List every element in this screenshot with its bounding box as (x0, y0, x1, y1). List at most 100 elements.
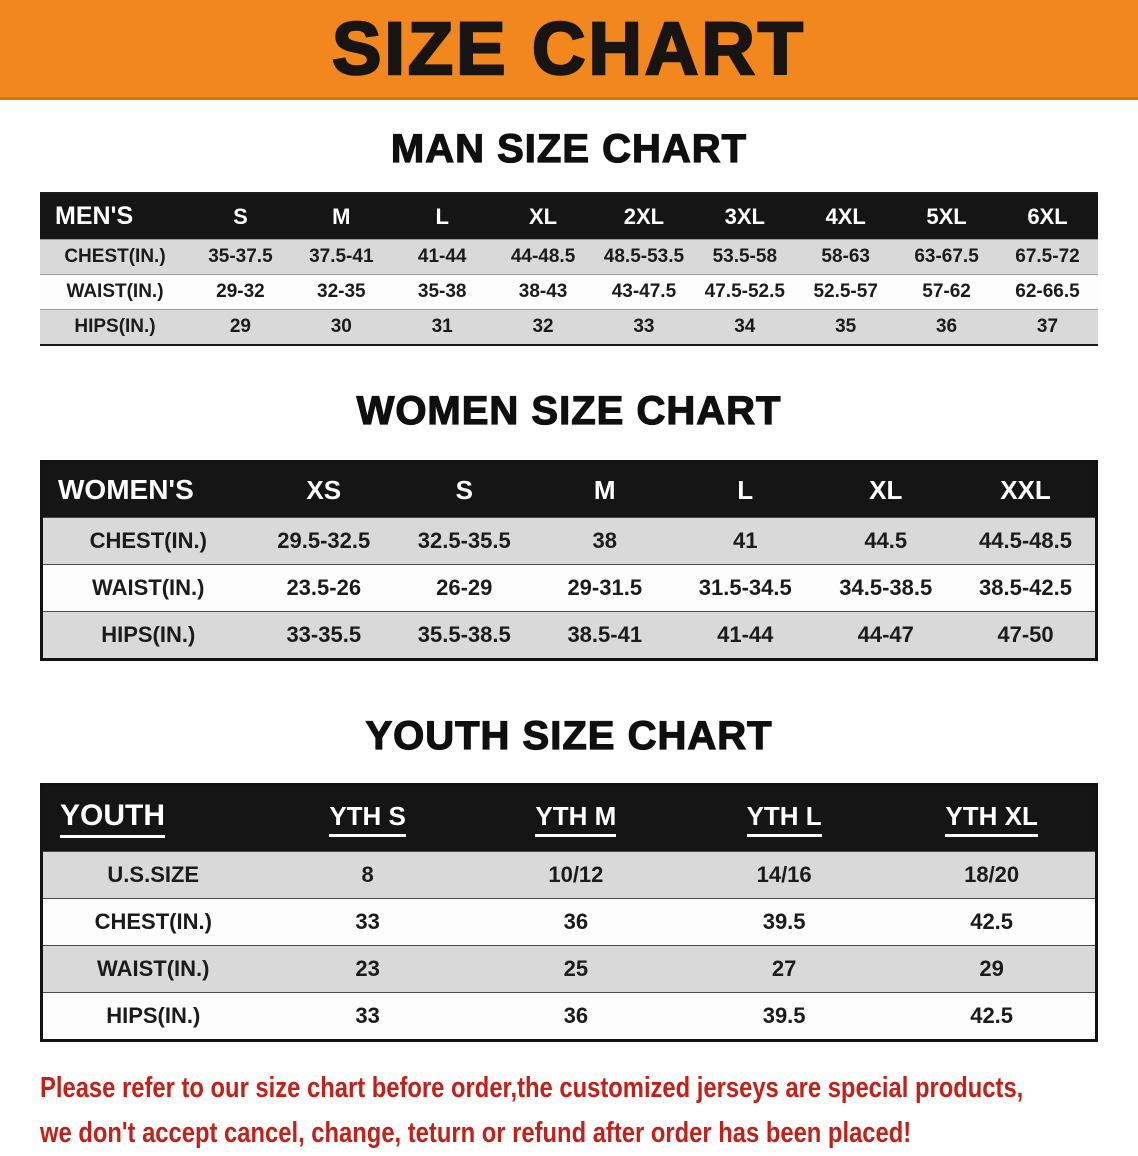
size-cell: 35-38 (417, 281, 467, 302)
youth-corner-label-text: YOUTH (60, 799, 165, 838)
men-col-header-s: S (190, 193, 291, 240)
women-col-header-m: M (534, 461, 675, 518)
row-label: WAIST(IN.) (92, 575, 205, 600)
women-size-table: WOMEN'S XS S M L XL XXL CHEST(IN.) 29.5-… (40, 460, 1098, 661)
youth-waist-row: WAIST(IN.) 23 25 27 29 (41, 945, 1097, 993)
youth-hips-row: HIPS(IN.) 33 36 39.5 42.5 (41, 992, 1097, 1041)
size-cell: 36 (935, 316, 958, 337)
size-cell: 8 (361, 862, 374, 887)
size-cell: 26-29 (436, 575, 493, 600)
size-cell: 33 (355, 1003, 380, 1028)
men-col-header-5xl: 5XL (896, 193, 997, 240)
size-cell: 36 (563, 1003, 589, 1028)
youth-size-table: YOUTH YTH S YTH M YTH L YTH XL U.S.SIZE … (40, 783, 1098, 1042)
row-label: U.S.SIZE (107, 862, 200, 887)
size-cell: 44.5-48.5 (979, 528, 1072, 553)
row-label: CHEST(IN.) (89, 528, 207, 553)
size-cell: 35-37.5 (208, 246, 273, 267)
size-cell: 47.5-52.5 (704, 281, 785, 302)
size-cell: 33 (633, 316, 655, 337)
size-cell: 18/20 (964, 862, 1020, 887)
size-cell: 35.5-38.5 (417, 622, 511, 647)
size-cell: 41 (733, 528, 758, 553)
size-cell: 32.5-35.5 (417, 528, 511, 553)
size-cell: 31 (431, 316, 453, 337)
row-label: HIPS(IN.) (74, 316, 156, 337)
women-col-header-xxl: XXL (956, 461, 1097, 518)
women-header-row: WOMEN'S XS S M L XL XXL (41, 461, 1097, 518)
men-hips-row: HIPS(IN.) 29 30 31 32 33 34 35 36 37 (40, 309, 1098, 345)
youth-col-header-s-text: YTH S (329, 801, 406, 837)
women-waist-row: WAIST(IN.) 23.5-26 26-29 29-31.5 31.5-34… (41, 564, 1097, 612)
row-label: HIPS(IN.) (101, 622, 196, 647)
size-cell: 41-44 (717, 622, 774, 647)
youth-col-header-m-text: YTH M (535, 801, 617, 837)
women-corner-label: WOMEN'S (41, 461, 254, 518)
size-cell: 33 (355, 909, 380, 934)
size-cell: 32 (532, 316, 554, 337)
men-col-header-xl: XL (492, 193, 594, 240)
youth-header-row: YOUTH YTH S YTH M YTH L YTH XL (41, 784, 1097, 852)
women-col-header-l: L (675, 461, 816, 518)
youth-section-heading: YOUTH SIZE CHART (365, 713, 773, 758)
size-cell: 34 (734, 316, 756, 337)
men-chest-row: CHEST(IN.) 35-37.5 37.5-41 41-44 44-48.5… (40, 239, 1098, 275)
row-label: WAIST(IN.) (66, 281, 164, 302)
size-cell: 58-63 (821, 246, 870, 267)
size-cell: 29-31.5 (567, 575, 643, 600)
size-cell: 44.5 (864, 528, 908, 553)
youth-col-header-m: YTH M (471, 784, 680, 852)
men-col-header-3xl: 3XL (694, 193, 796, 240)
youth-col-header-xl-text: YTH XL (945, 801, 1038, 837)
size-cell: 25 (563, 956, 589, 981)
men-col-header-m: M (290, 193, 392, 240)
size-cell: 32-35 (317, 281, 366, 302)
size-cell: 43-47.5 (611, 281, 677, 302)
row-label: WAIST(IN.) (97, 956, 210, 981)
women-col-header-xl: XL (815, 461, 956, 518)
men-col-header-l: L (391, 193, 493, 240)
size-cell: 42.5 (970, 1003, 1014, 1028)
size-cell: 27 (771, 956, 797, 981)
size-cell: 44-47 (857, 622, 914, 647)
size-cell: 38 (592, 528, 617, 553)
women-section-heading: WOMEN SIZE CHART (356, 388, 782, 433)
banner: SIZE CHART (0, 0, 1138, 100)
men-corner-label: MEN'S (40, 193, 190, 240)
men-waist-row: WAIST(IN.) 29-32 32-35 35-38 38-43 43-47… (40, 274, 1098, 310)
size-cell: 36 (563, 909, 589, 934)
disclaimer-text: Please refer to our size chart before or… (40, 1066, 1138, 1156)
women-chest-row: CHEST(IN.) 29.5-32.5 32.5-35.5 38 41 44.… (41, 517, 1097, 565)
women-hips-row: HIPS(IN.) 33-35.5 35.5-38.5 38.5-41 41-4… (41, 611, 1097, 660)
size-cell: 42.5 (970, 909, 1014, 934)
size-cell: 62-66.5 (1015, 281, 1080, 302)
youth-col-header-l: YTH L (680, 784, 889, 852)
size-cell: 48.5-53.5 (603, 246, 685, 267)
size-cell: 52.5-57 (813, 281, 878, 302)
row-label: CHEST(IN.) (64, 246, 166, 267)
size-cell: 29.5-32.5 (277, 528, 371, 553)
size-cell: 38.5-41 (567, 622, 643, 647)
men-col-header-4xl: 4XL (795, 193, 897, 240)
size-cell: 38.5-42.5 (979, 575, 1072, 600)
size-cell: 37.5-41 (309, 246, 374, 267)
youth-chest-row: CHEST(IN.) 33 36 39.5 42.5 (41, 898, 1097, 946)
disclaimer-line-1: Please refer to our size chart before or… (40, 1072, 1024, 1104)
size-cell: 34.5-38.5 (839, 575, 933, 600)
size-cell: 33-35.5 (286, 622, 362, 647)
banner-title: SIZE CHART (331, 6, 806, 90)
size-cell: 39.5 (762, 909, 806, 934)
size-cell: 63-67.5 (914, 246, 979, 267)
row-label: CHEST(IN.) (94, 909, 212, 934)
size-cell: 30 (330, 316, 352, 337)
row-label: HIPS(IN.) (106, 1003, 201, 1028)
size-cell: 47-50 (997, 622, 1054, 647)
youth-col-header-xl: YTH XL (888, 784, 1097, 852)
men-header-row: MEN'S S M L XL 2XL 3XL 4XL 5XL 6XL (40, 193, 1098, 240)
size-cell: 10/12 (548, 862, 604, 887)
size-cell: 53.5-58 (712, 246, 778, 267)
size-cell: 57-62 (922, 281, 971, 302)
size-cell: 14/16 (756, 862, 812, 887)
size-cell: 67.5-72 (1015, 246, 1080, 267)
